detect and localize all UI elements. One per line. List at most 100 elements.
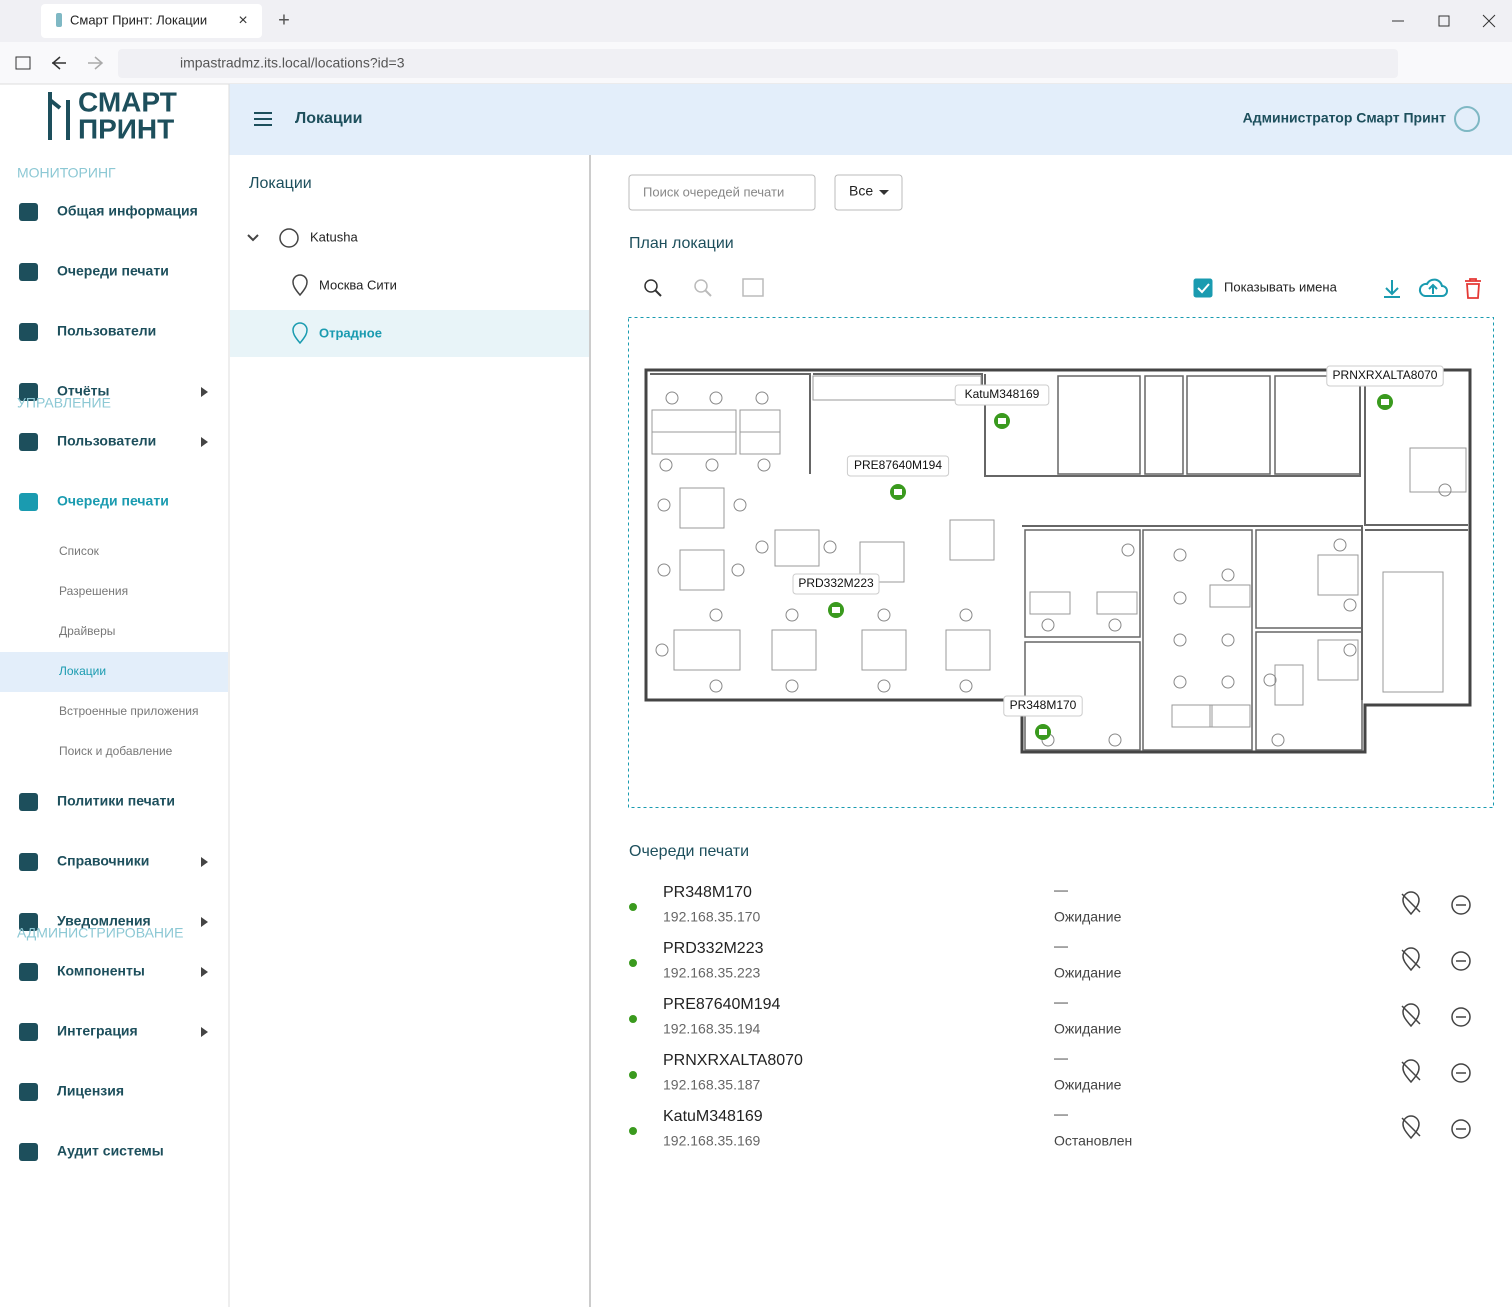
menu-icon	[19, 203, 38, 221]
chair	[877, 608, 891, 622]
chair	[1438, 483, 1452, 497]
menu-item[interactable]: Справочники	[57, 853, 149, 869]
queue-name[interactable]: PRE87640M194	[663, 996, 781, 1013]
queue-name[interactable]: PRNXRXALTA8070	[663, 1052, 803, 1069]
chair	[1108, 618, 1122, 632]
unpin-button[interactable]	[1401, 947, 1421, 972]
chair	[1173, 675, 1187, 689]
new-tab[interactable]: +	[278, 9, 290, 31]
menu-button[interactable]	[254, 112, 272, 126]
url-field[interactable]	[118, 49, 1398, 78]
queue-ip: 192.168.35.169	[663, 1133, 761, 1149]
fit-button[interactable]	[742, 278, 764, 297]
chair	[733, 498, 747, 512]
menu-item[interactable]: Очереди печати	[57, 493, 169, 509]
queue-status: Ожидание	[1054, 909, 1122, 925]
upload-button[interactable]	[1418, 278, 1448, 297]
submenu-item[interactable]: Встроенные приложения	[59, 704, 199, 718]
menu-icon	[19, 493, 38, 511]
submenu-item[interactable]: Разрешения	[59, 584, 128, 598]
submenu-item[interactable]: Драйверы	[59, 624, 115, 638]
menu-item[interactable]: Очереди печати	[57, 263, 169, 279]
menu-item[interactable]: Уведомления	[57, 913, 151, 929]
unpin-button[interactable]	[1401, 1115, 1421, 1140]
marker-label: PR348M170	[1010, 698, 1077, 712]
queue-name[interactable]: KatuM348169	[663, 1108, 763, 1125]
status-dot	[629, 1127, 637, 1135]
remove-button[interactable]	[1451, 1119, 1471, 1139]
sidebar-toggle[interactable]	[15, 56, 31, 70]
show-names-checkbox[interactable]	[1193, 278, 1213, 298]
queue-status: Остановлен	[1054, 1133, 1132, 1149]
furniture	[1317, 554, 1359, 596]
tab-title: Смарт Принт: Локации	[70, 12, 207, 27]
unpin-button[interactable]	[1401, 891, 1421, 916]
menu-icon	[19, 913, 38, 931]
chair	[1221, 675, 1235, 689]
back[interactable]	[51, 56, 66, 70]
delete-button[interactable]	[1465, 278, 1481, 299]
search-field[interactable]	[628, 174, 816, 211]
tab-close[interactable]: ×	[238, 12, 247, 29]
menu-item[interactable]: Политики печати	[57, 793, 175, 809]
menu-item[interactable]: Общая информация	[57, 203, 198, 219]
queue-name[interactable]: PRD332M223	[663, 940, 764, 957]
menu-item[interactable]: Компоненты	[57, 963, 145, 979]
chair	[1343, 643, 1357, 657]
tree-node[interactable]: Katusha	[310, 229, 358, 244]
menu-item[interactable]: Интеграция	[57, 1023, 138, 1039]
remove-button[interactable]	[1451, 1007, 1471, 1027]
tree-node[interactable]: Москва Сити	[319, 277, 397, 292]
chair	[1108, 733, 1122, 747]
menu-item[interactable]: Аудит системы	[57, 1143, 164, 1159]
marker-label-bg	[792, 573, 880, 595]
furniture	[679, 487, 725, 529]
menu-item[interactable]: Пользователи	[57, 323, 156, 339]
plan-title: План локации	[629, 235, 734, 252]
zoom-out[interactable]	[694, 279, 708, 293]
queue-status: Ожидание	[1054, 965, 1122, 981]
maximize[interactable]	[1438, 15, 1450, 27]
download-button[interactable]	[1384, 280, 1400, 298]
zoom-in[interactable]	[644, 279, 658, 293]
remove-button[interactable]	[1451, 1063, 1471, 1083]
search-placeholder: Поиск очередей печати	[643, 184, 784, 199]
expand-arrow	[201, 387, 208, 397]
tree-toggle[interactable]	[247, 234, 259, 242]
status-dot	[629, 1071, 637, 1079]
printer-glyph	[1381, 399, 1389, 405]
close-window[interactable]	[1482, 14, 1496, 28]
unpin-button[interactable]	[1401, 1059, 1421, 1084]
chair	[1263, 673, 1277, 687]
remove-button[interactable]	[1451, 895, 1471, 915]
chair	[1333, 538, 1347, 552]
chair	[785, 608, 799, 622]
remove-button[interactable]	[1451, 951, 1471, 971]
chair	[709, 391, 723, 405]
menu-icon	[19, 963, 38, 981]
section-title: УПРАВЛЕНИЕ	[17, 395, 111, 411]
logo-icon	[48, 92, 70, 140]
tree-node[interactable]: Отрадное	[319, 325, 382, 340]
user-name[interactable]: Администратор Смарт Принт	[1243, 110, 1447, 126]
furniture	[1274, 664, 1304, 706]
room	[1255, 529, 1363, 629]
filter-select[interactable]	[834, 174, 903, 211]
tab[interactable]	[41, 4, 262, 38]
plan-area	[628, 317, 1494, 808]
submenu-item[interactable]: Локации	[59, 664, 106, 678]
forward[interactable]	[88, 56, 104, 70]
user-avatar[interactable]	[1454, 106, 1480, 132]
menu-item[interactable]: Лицензия	[57, 1083, 124, 1099]
marker-label-bg	[954, 384, 1050, 406]
queue-name[interactable]: PR348M170	[663, 884, 752, 901]
submenu-item[interactable]: Поиск и добавление	[59, 744, 173, 758]
submenu-item[interactable]: Список	[59, 544, 100, 558]
chair	[785, 679, 799, 693]
marker-label-bg	[1326, 365, 1444, 387]
menu-item[interactable]: Отчёты	[57, 383, 109, 399]
menu-item[interactable]: Пользователи	[57, 433, 156, 449]
inner-wall	[650, 373, 1468, 700]
unpin-button[interactable]	[1401, 1003, 1421, 1028]
